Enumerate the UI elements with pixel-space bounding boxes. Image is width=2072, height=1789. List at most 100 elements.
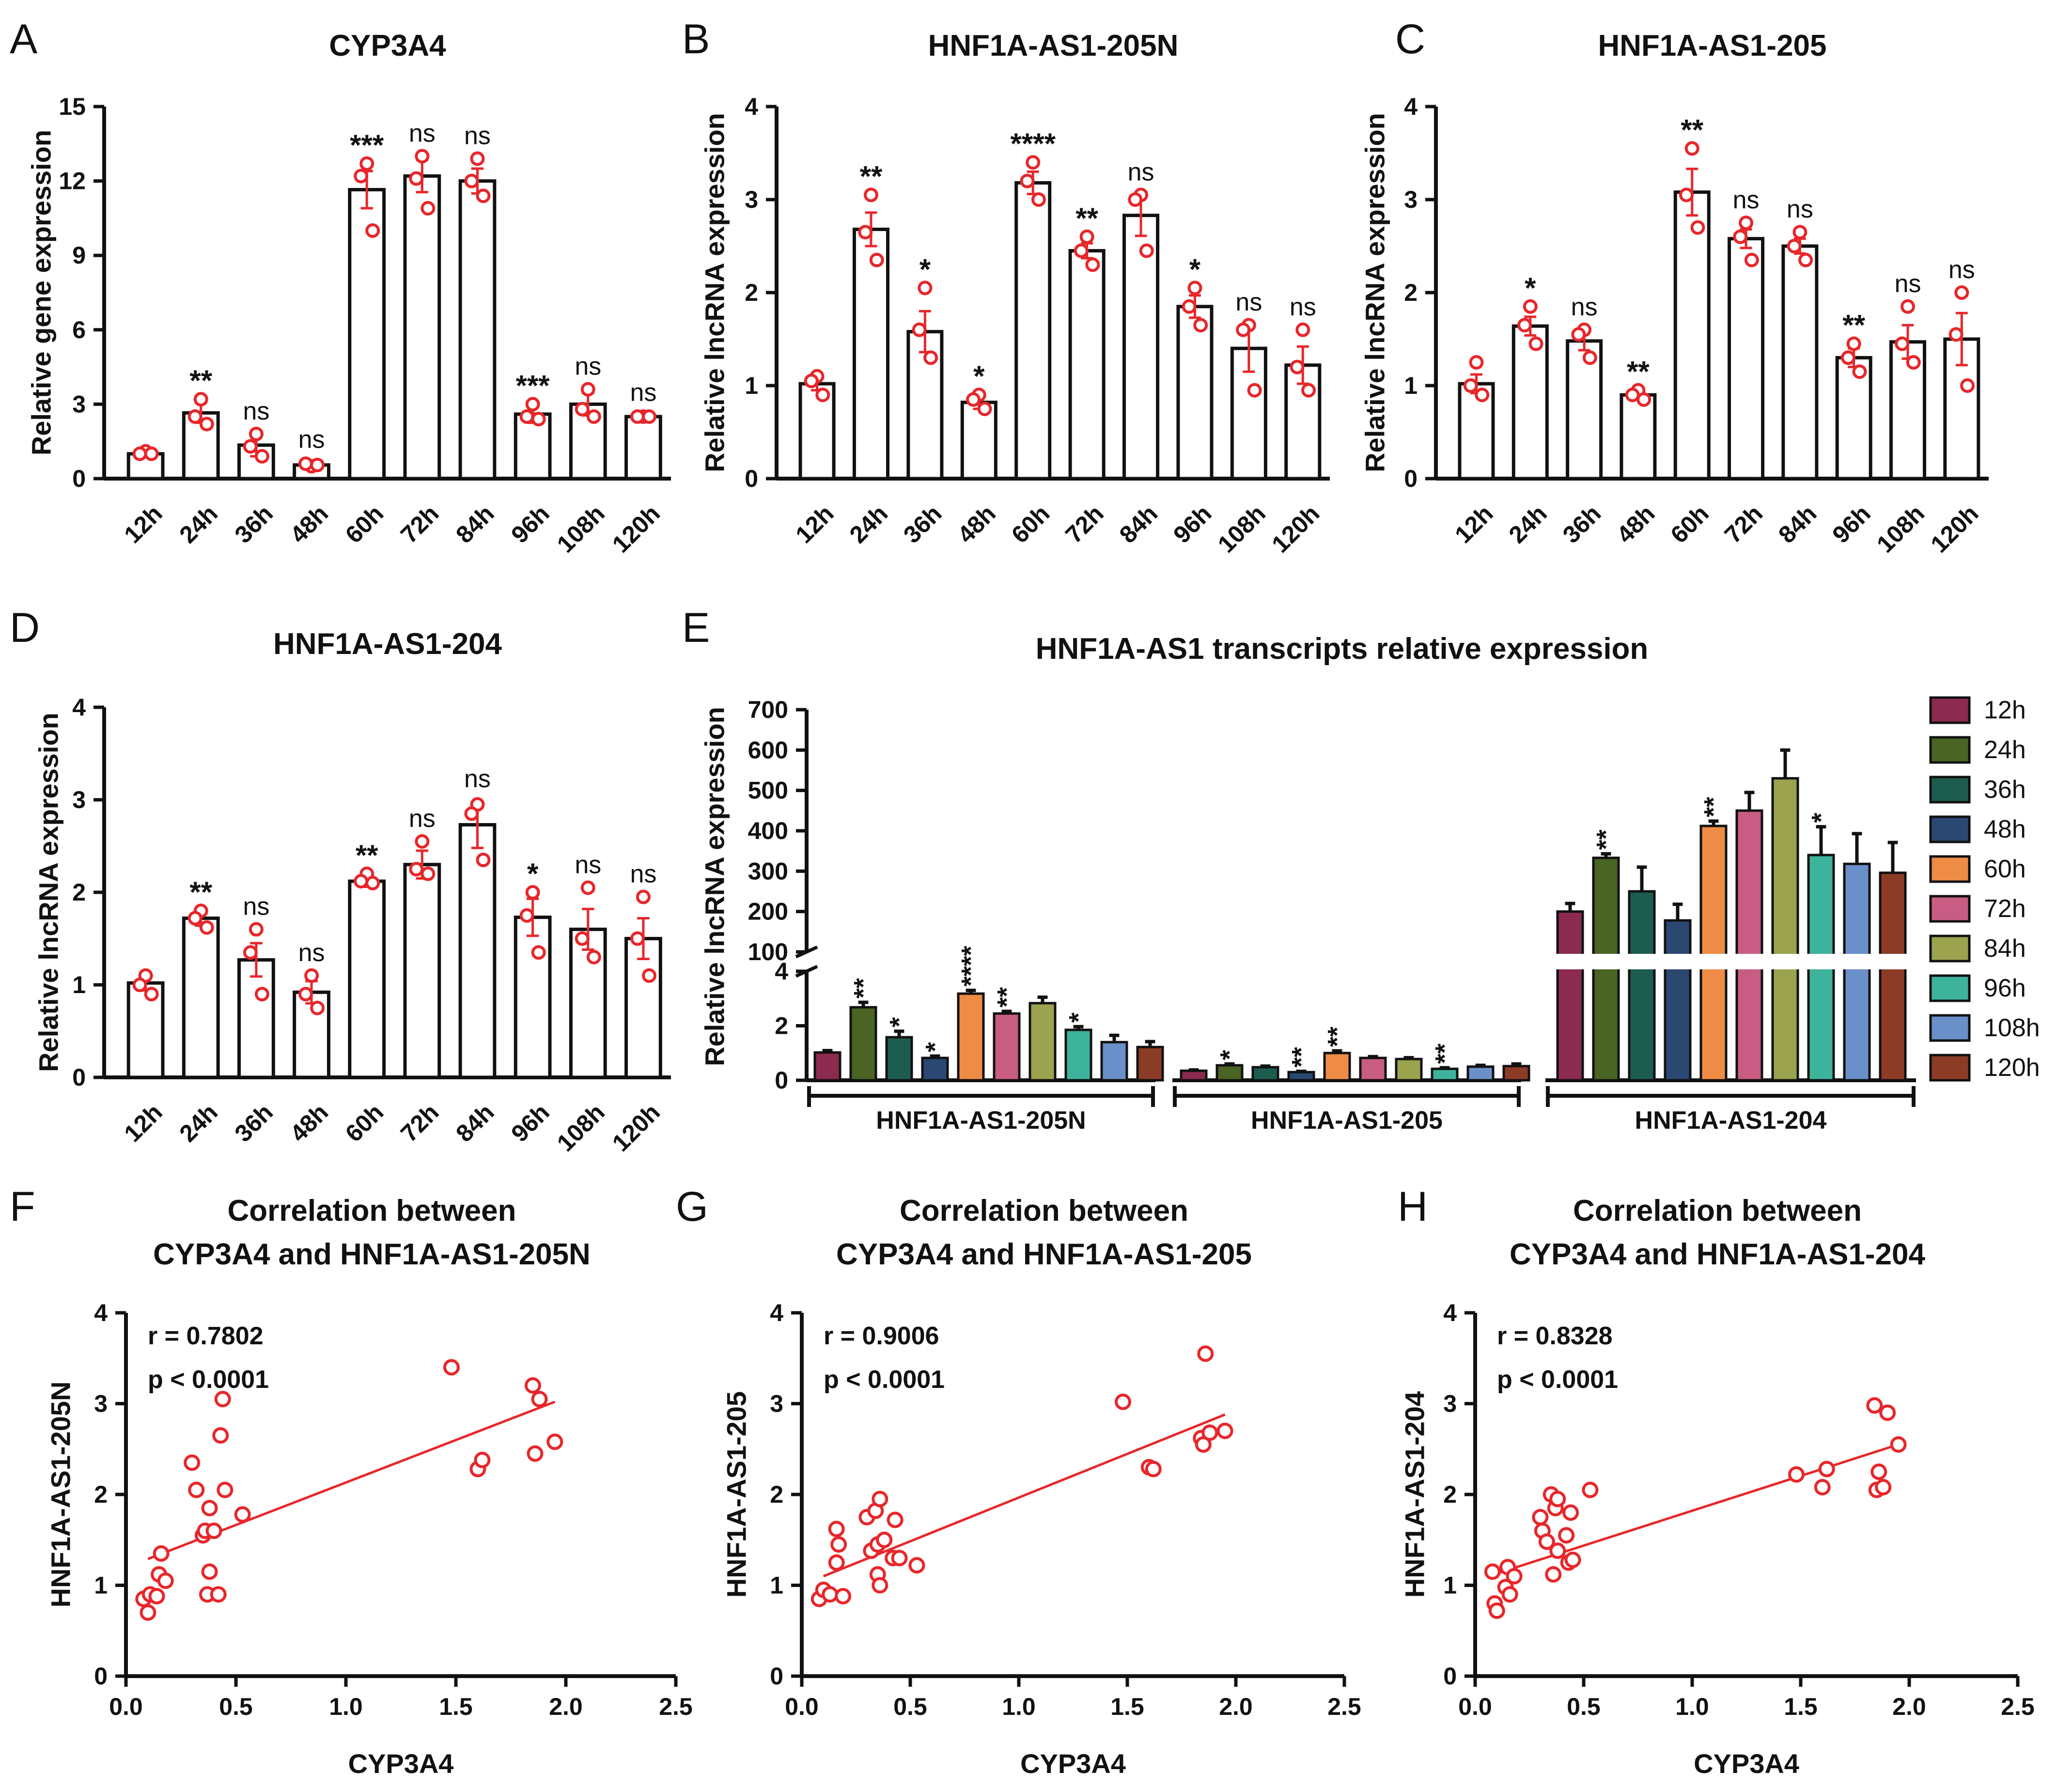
chart-title: CYP3A4 and HNF1A-AS1-205N (153, 1238, 591, 1271)
data-point (630, 409, 645, 424)
data-point (1852, 364, 1867, 379)
significance-label: ns (630, 378, 656, 406)
x-tick-label: 12h (1449, 500, 1498, 549)
data-point (132, 978, 147, 992)
bar (1215, 1064, 1244, 1082)
data-point (187, 409, 203, 424)
chart-title: HNF1A-AS1-205N (928, 29, 1179, 62)
x-tick-label: 48h (285, 1099, 334, 1148)
y-axis-label: HNF1A-AS1-205N (46, 1382, 76, 1608)
data-point (1846, 336, 1861, 351)
x-tick-label: 12h (790, 500, 839, 549)
x-tick-label: 60h (340, 500, 389, 549)
data-point (1523, 299, 1538, 314)
panel-B: B HNF1A-AS1-205N 0 1 2 3 4 Relative lncRNA expr… (682, 16, 1330, 558)
panel-letter: E (682, 605, 710, 651)
data-point (304, 968, 319, 983)
y-tick-label: 2 (72, 879, 86, 906)
chart-title: CYP3A4 and HNF1A-AS1-204 (1510, 1238, 1925, 1271)
data-point (575, 402, 590, 417)
y-tick-label: 1 (94, 1572, 108, 1599)
data-point (205, 1523, 222, 1539)
significance-label: ns (1733, 186, 1760, 214)
data-point (249, 922, 264, 937)
significance-label: * (1064, 1012, 1093, 1023)
data-point (199, 920, 214, 935)
stats-annotation: r = 0.8328 (1497, 1322, 1613, 1350)
data-point (1517, 318, 1532, 333)
data-point (1840, 350, 1855, 365)
data-point (1870, 1463, 1887, 1480)
data-point (876, 1531, 893, 1548)
bar (514, 916, 552, 1079)
x-axis-label: CYP3A4 (348, 1748, 454, 1779)
significance-label: ** (1287, 1047, 1316, 1067)
bar (182, 916, 220, 1079)
x-tick-label: 12h (119, 1099, 168, 1148)
data-point (1506, 1568, 1523, 1585)
x-tick-label: 2.0 (1892, 1693, 1926, 1720)
significance-label: * (527, 857, 539, 890)
significance-label: * (920, 1042, 950, 1052)
x-tick-label: 96h (506, 500, 555, 549)
x-tick-label: 1.0 (329, 1693, 363, 1720)
x-tick-label: 36h (230, 1099, 279, 1148)
significance-label: ns (1290, 293, 1316, 321)
data-point (527, 1445, 544, 1462)
x-tick-label: 120h (607, 1099, 665, 1157)
bar (569, 927, 607, 1079)
data-point (1558, 1527, 1575, 1544)
bar (1620, 393, 1657, 481)
legend-label: 96h (1984, 974, 2026, 1002)
x-tick-label: 108h (1871, 500, 1930, 558)
x-axis-label: CYP3A4 (1694, 1748, 1799, 1779)
y-tick-label: 1 (1404, 372, 1418, 399)
data-point (1484, 1563, 1501, 1580)
y-tick-label: 6 (72, 316, 86, 343)
data-point (1625, 388, 1640, 403)
y-tick-label: 3 (72, 786, 86, 813)
y-tick-label: 3 (745, 186, 758, 213)
data-point (409, 862, 424, 877)
bar (1359, 1057, 1387, 1082)
data-point (1290, 359, 1305, 374)
data-point (464, 806, 479, 821)
data-point (546, 1433, 563, 1450)
significance-label: ** (356, 839, 378, 871)
legend-swatch (1929, 815, 1971, 843)
bar (1180, 1069, 1208, 1082)
legend-label: 120h (1984, 1054, 2040, 1082)
y-tick-label: 4 (775, 958, 788, 985)
data-point (1690, 220, 1705, 235)
data-point (140, 1604, 156, 1621)
legend-label: 36h (1984, 776, 2026, 804)
x-tick-label: 0.5 (1567, 1693, 1601, 1720)
data-point (153, 1545, 170, 1562)
x-tick-label: 72h (1719, 500, 1768, 549)
data-point (835, 1588, 852, 1604)
data-point (912, 322, 927, 337)
x-tick-label: 96h (506, 1099, 555, 1148)
x-tick-label: 1.5 (1784, 1693, 1818, 1720)
panel-D: D HNF1A-AS1-204 0 1 2 3 4 Relative lncRNA expre… (10, 605, 671, 1157)
data-point (1295, 322, 1310, 337)
data-point (908, 1557, 925, 1574)
data-point (1564, 1552, 1581, 1568)
panel-letter: B (682, 16, 710, 62)
data-point (1787, 239, 1802, 253)
data-point (525, 397, 540, 412)
x-tick-label: 0.0 (1458, 1693, 1492, 1720)
data-point (1020, 173, 1035, 188)
y-tick-label: 0 (1404, 465, 1418, 492)
data-point (586, 409, 601, 424)
data-point (636, 889, 651, 904)
significance-label: ns (1895, 270, 1921, 298)
x-tick-label: 12h (119, 500, 168, 549)
bar (1879, 871, 1907, 1082)
significance-label: ** (1591, 829, 1620, 850)
data-point (887, 1511, 904, 1528)
legend-swatch (1929, 776, 1971, 804)
y-axis-label: HNF1A-AS1-204 (1400, 1391, 1430, 1598)
significance-label: * (1807, 813, 1836, 823)
x-tick-label: 1.5 (1110, 1693, 1144, 1720)
